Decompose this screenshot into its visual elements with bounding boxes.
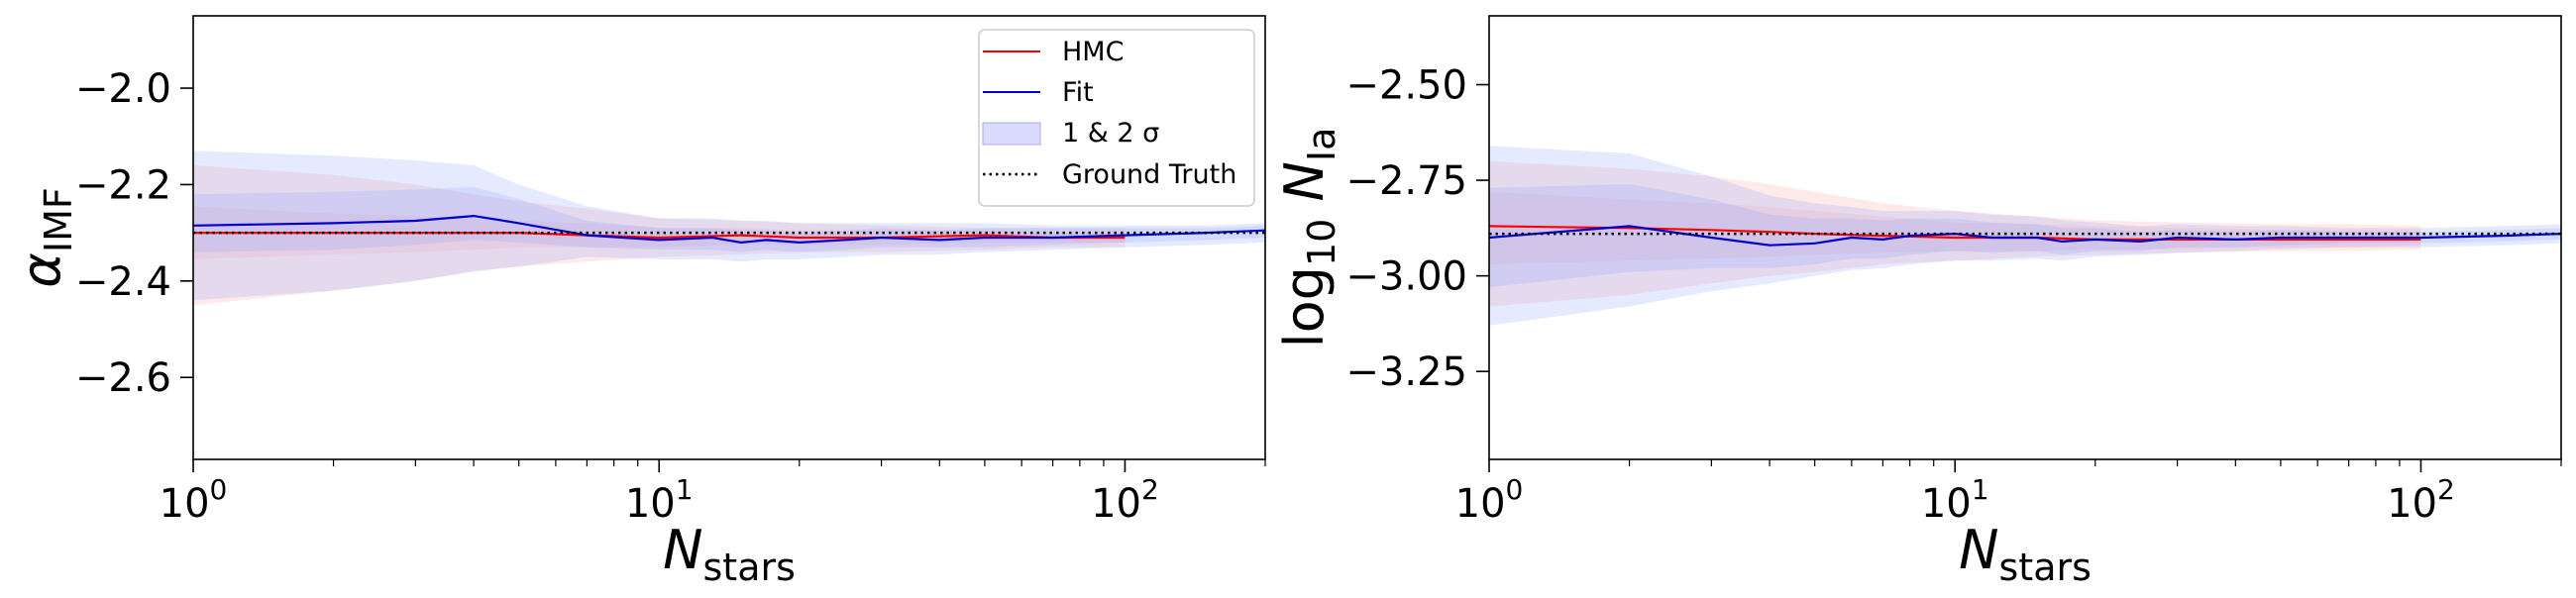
series-lines: [1489, 225, 2561, 247]
x-ticks: 100 101 102: [160, 459, 1266, 527]
y-tick-label: −2.0: [75, 66, 171, 112]
axes-frame: [192, 15, 1266, 460]
y-tick-label: −2.6: [75, 355, 171, 401]
x-tick-label: 101: [625, 473, 694, 527]
hmc-2sigma-band: [193, 165, 1126, 306]
y-tick-label: −3.00: [1345, 254, 1467, 300]
legend-box: [978, 29, 1255, 207]
y-ticks: −2.50 −2.75 −3.00 −3.25: [1345, 63, 1489, 395]
legend: HMC Fit 1 & 2 σ Ground Truth: [978, 29, 1255, 207]
x-tick-label: 100: [1455, 473, 1524, 527]
x-axis-label: Nstars: [1959, 519, 2092, 589]
fit-2sigma-band: [1489, 146, 2561, 326]
x-tick-label: 102: [2387, 473, 2455, 527]
x-tick-label: 100: [160, 473, 228, 527]
hmc-1sigma-band: [1489, 191, 2421, 264]
panel-log-nia: −2.50 −2.75 −3.00 −3.25 100 101 102 log10 NIa…: [1273, 15, 2562, 589]
y-axis-label: log10 NIa: [1273, 128, 1343, 349]
x-tick-label: 102: [1091, 473, 1159, 527]
hmc-median-line: [193, 232, 1126, 240]
y-tick-label: −2.2: [75, 162, 171, 208]
y-tick-label: −2.50: [1345, 63, 1467, 109]
x-axis-label: Nstars: [663, 519, 796, 589]
legend-truth-label: Ground Truth: [1062, 159, 1236, 190]
fit-median-line: [1489, 225, 2561, 247]
y-tick-label: −2.75: [1345, 158, 1467, 204]
axes-frame: [1488, 15, 2562, 460]
legend-sigma-swatch: [982, 122, 1041, 146]
legend-sigma-label: 1 & 2 σ: [1062, 118, 1159, 149]
y-axis-label: αIMF: [10, 187, 80, 287]
series-lines: [193, 215, 1265, 244]
confidence-bands: [1489, 146, 2561, 326]
x-ticks: 100 101 102: [1455, 459, 2562, 527]
x-tick-label: 101: [1921, 473, 1989, 527]
panel-alpha-imf: −2.0 −2.2 −2.4 −2.6 100 101 102 αIMF Nstars H…: [10, 15, 1266, 589]
y-tick-label: −2.4: [75, 259, 171, 305]
fit-2sigma-band: [193, 150, 1265, 301]
legend-fit-label: Fit: [1062, 77, 1094, 108]
legend-hmc-label: HMC: [1062, 37, 1124, 67]
hmc-median-line: [1489, 225, 2421, 241]
y-tick-label: −3.25: [1345, 349, 1467, 395]
y-ticks: −2.0 −2.2 −2.4 −2.6: [75, 66, 193, 401]
fit-median-line: [193, 215, 1265, 244]
fit-1sigma-band: [1489, 183, 2561, 288]
